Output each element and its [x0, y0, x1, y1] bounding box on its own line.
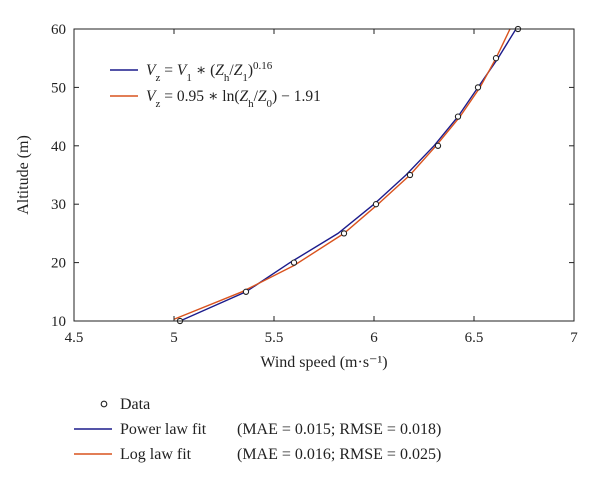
data-point: [290, 259, 298, 266]
legend-stats: (MAE = 0.016; RMSE = 0.025): [237, 446, 441, 463]
legend-label: Log law fit: [120, 446, 192, 463]
legend: Data Power law fit (MAE = 0.015; RMSE = 0.…: [74, 396, 441, 463]
y-tick-label: 10: [51, 314, 66, 330]
legend-label: Power law fit: [120, 421, 207, 438]
x-axis-label: Wind speed (m·s⁻¹): [260, 354, 387, 371]
y-tick-label: 40: [51, 139, 66, 155]
data-points: [176, 25, 522, 325]
legend-stats: (MAE = 0.015; RMSE = 0.018): [237, 421, 441, 438]
data-point: [372, 201, 380, 208]
y-tick-label: 30: [51, 197, 66, 213]
x-tick-label: 6: [370, 330, 378, 346]
plot-frame: [73, 28, 575, 322]
y-tick-label: 60: [51, 22, 66, 38]
x-tick-label: 6.5: [465, 330, 484, 346]
legend-label: Data: [120, 396, 150, 413]
data-point: [474, 84, 482, 91]
legend-marker: [100, 400, 108, 408]
y-tick-label: 50: [51, 80, 66, 96]
data-point: [242, 288, 250, 295]
equation-box: Vz = V1 ∗ (Zh/Z1)0.16 Vz = 0.95 ∗ ln(Zh/Z…: [110, 60, 321, 110]
x-tick-label: 7: [570, 330, 578, 346]
data-point: [406, 171, 414, 179]
equation-text: Vz = V1 ∗ (Zh/Z1)0.16: [146, 60, 273, 84]
data-point: [340, 230, 348, 237]
data-point: [434, 142, 442, 149]
y-tick-label: 20: [51, 256, 66, 272]
data-point: [492, 55, 500, 62]
y-axis-label: Altitude (m): [15, 135, 32, 215]
x-tick-label: 5: [170, 330, 178, 346]
x-tick-label: 4.5: [65, 330, 84, 346]
data-point: [454, 113, 462, 120]
x-tick-label: 5.5: [265, 330, 284, 346]
axis-ticks: 4.5 5 5.5 6 6.5 7 10 20 30 40 50 60: [51, 22, 578, 346]
equation-text: Vz = 0.95 ∗ ln(Zh/Z0) − 1.91: [146, 88, 321, 110]
